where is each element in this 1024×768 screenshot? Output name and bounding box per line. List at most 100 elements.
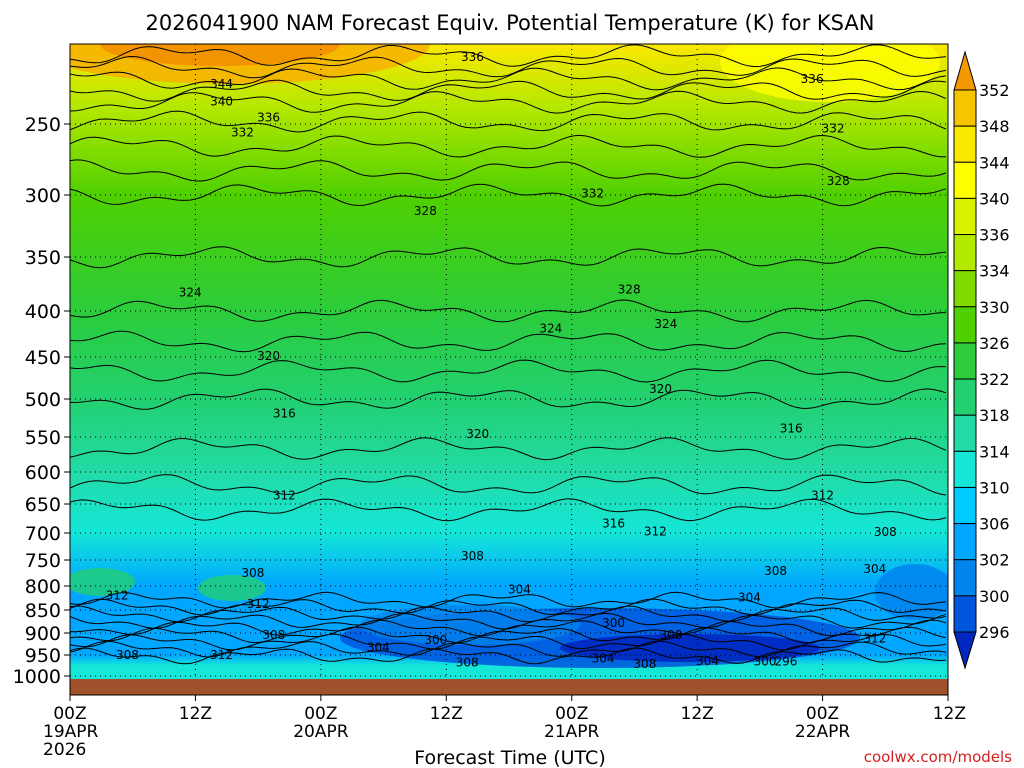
colorbar-bin [953, 161, 977, 199]
contour-line [70, 591, 947, 609]
colorbar-bin [953, 197, 977, 236]
colorbar-bin [953, 378, 977, 416]
contour-label: 308 [764, 564, 787, 578]
y-tick-label: 550 [25, 427, 61, 449]
contour-line [70, 299, 947, 323]
contour-label: 304 [738, 591, 761, 605]
cold-pool-west [360, 605, 580, 645]
contour-label: 340 [210, 95, 233, 109]
contour-line [70, 134, 947, 158]
moist-pocket-west [70, 568, 135, 596]
y-tick-label: 300 [25, 185, 61, 207]
contour-label: 324 [654, 317, 677, 331]
colorbar-bin [953, 270, 977, 308]
contour-label: 296 [775, 655, 798, 669]
y-tick-label: 700 [25, 523, 61, 545]
contour-label: 316 [273, 406, 296, 420]
contour-line [70, 640, 947, 658]
contour-line [70, 388, 947, 410]
y-tick-label: 750 [25, 550, 61, 572]
colorbar-label: 334 [979, 262, 1010, 281]
contour-label: 300 [602, 616, 625, 630]
contour-label: 300 [660, 628, 683, 642]
contour-line [70, 67, 947, 91]
x-tick-label: 12Z [179, 704, 212, 724]
colorbar-bin [953, 414, 977, 452]
colorbar-label: 352 [979, 81, 1010, 100]
y-tick-label: 500 [25, 389, 61, 411]
colorbar-bin [953, 523, 977, 561]
contour-label: 308 [461, 549, 484, 563]
contour-label: 320 [466, 427, 489, 441]
plot-frame [69, 43, 949, 696]
y-tick-label: 350 [25, 247, 61, 269]
colorbar-label: 302 [979, 551, 1010, 570]
contour-label: 300 [424, 633, 447, 647]
contour-line [70, 474, 947, 496]
contour-label: 308 [633, 657, 656, 671]
watermark: coolwx.com/models [864, 748, 1012, 766]
gridlines [70, 44, 948, 695]
colorbar-bin [953, 559, 977, 597]
colorbar-label: 296 [979, 623, 1010, 642]
x-tick-label: 12Z [430, 704, 463, 724]
y-tick-label: 850 [25, 600, 61, 622]
y-tick-label: 250 [25, 114, 61, 136]
x-tick-label: 12Z [933, 704, 966, 724]
contour-line [70, 246, 947, 269]
contour-label: 316 [780, 422, 803, 436]
y-tick-label: 950 [25, 645, 61, 667]
contour-line [70, 619, 947, 637]
contour-label: 312 [106, 589, 129, 603]
y-tick-label: 800 [25, 576, 61, 598]
x-axis-label: Forecast Time (UTC) [414, 747, 605, 768]
contour-label: 312 [863, 632, 886, 646]
colorbar-arrow-bottom [953, 631, 977, 670]
y-tick-label: 450 [25, 347, 61, 369]
surface-ground [70, 679, 948, 695]
y-axis: 2503003504004505005506006507007508008509… [13, 114, 70, 688]
contour-label: 316 [602, 517, 625, 531]
colorbar-label: 310 [979, 478, 1010, 497]
contour-line [70, 598, 947, 616]
contour-line [70, 79, 947, 102]
contour-label: 308 [241, 566, 264, 580]
x-tick-label: 12Z [681, 704, 714, 724]
contour-label: 308 [116, 648, 139, 662]
x-tick-label: 22APR [795, 722, 851, 742]
cold-pool-east [875, 564, 948, 620]
contour-label: 304 [696, 654, 719, 668]
contour-line [70, 626, 947, 644]
contour-label: 312 [811, 489, 834, 503]
y-tick-label: 900 [25, 623, 61, 645]
contour-label: 328 [414, 204, 437, 218]
contour-line [70, 330, 947, 353]
contour-line [70, 359, 947, 383]
colorbar-bin [953, 342, 977, 380]
x-tick-label: 00Z [304, 704, 337, 724]
moist-pocket-mid [198, 575, 266, 601]
warm-core-upper-left-inner [100, 44, 340, 66]
contour-label: 308 [262, 628, 285, 642]
colorbar-label: 318 [979, 406, 1010, 425]
colorbar-label: 314 [979, 442, 1010, 461]
contour-label: 332 [822, 121, 845, 135]
contour-label: 336 [801, 72, 824, 86]
colorbar-bin [953, 306, 977, 344]
x-tick-label: 00Z [806, 704, 839, 724]
x-tick-label: 00Z [53, 704, 86, 724]
colorbar-label: 348 [979, 117, 1010, 136]
contour-label: 312 [210, 648, 233, 662]
y-tick-label: 1000 [13, 666, 61, 688]
colorbar-label: 330 [979, 298, 1010, 317]
contour-label: 308 [874, 525, 897, 539]
colorbar-label: 344 [979, 153, 1010, 172]
contour-label: 332 [581, 187, 604, 201]
contour-label: 304 [863, 562, 886, 576]
colorbar-label: 306 [979, 515, 1010, 534]
x-tick-label: 19APR [43, 722, 99, 742]
contour-line [70, 159, 947, 182]
